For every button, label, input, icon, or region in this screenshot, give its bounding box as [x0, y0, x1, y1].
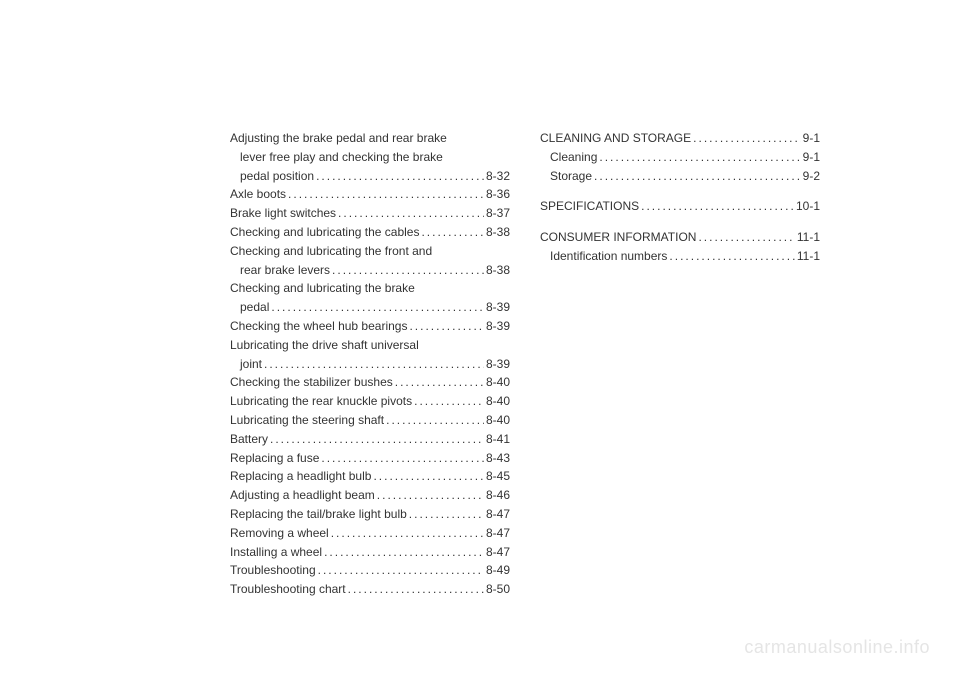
toc-leader-dots	[288, 186, 484, 203]
toc-page-number: 8-45	[486, 468, 510, 485]
toc-page-number: 8-40	[486, 412, 510, 429]
toc-leader-dots	[331, 525, 484, 542]
toc-entry-text: Troubleshooting	[230, 562, 316, 579]
toc-entry-text: Replacing the tail/brake light bulb	[230, 506, 407, 523]
toc-entry-text: CONSUMER INFORMATION	[540, 229, 696, 246]
toc-entry-text: Cleaning	[550, 149, 597, 166]
toc-entry-text: SPECIFICATIONS	[540, 198, 639, 215]
toc-entry-text: Troubleshooting chart	[230, 581, 346, 598]
toc-page-number: 9-1	[803, 130, 820, 147]
toc-entry-text: Axle boots	[230, 186, 286, 203]
toc-entry-text: Battery	[230, 431, 268, 448]
toc-entry-text: Replacing a headlight bulb	[230, 468, 371, 485]
toc-leader-dots	[693, 130, 801, 147]
toc-leader-dots	[669, 248, 794, 265]
toc-page-number: 8-40	[486, 393, 510, 410]
toc-page-number: 8-47	[486, 544, 510, 561]
toc-page-number: 11-1	[797, 248, 820, 265]
toc-entry-text: Adjusting the brake pedal and rear brake	[230, 130, 447, 147]
toc-leader-dots	[409, 318, 484, 335]
toc-page-number: 8-43	[486, 450, 510, 467]
toc-leader-dots	[271, 299, 484, 316]
toc-entry-text: Checking and lubricating the brake	[230, 280, 415, 297]
watermark-text: carmanualsonline.info	[744, 637, 930, 658]
toc-entry-text: Checking and lubricating the cables	[230, 224, 419, 241]
toc-entry-text: Removing a wheel	[230, 525, 329, 542]
toc-entry-text: Installing a wheel	[230, 544, 322, 561]
toc-page-number: 8-47	[486, 506, 510, 523]
toc-entry-text: Brake light switches	[230, 205, 336, 222]
toc-entry-text: rear brake levers	[240, 262, 330, 279]
toc-leader-dots	[599, 149, 800, 166]
toc-page-number: 8-47	[486, 525, 510, 542]
toc-page-number: 8-41	[486, 431, 510, 448]
toc-leader-dots	[348, 581, 484, 598]
toc-leader-dots	[324, 544, 484, 561]
toc-leader-dots	[338, 205, 484, 222]
toc-leader-dots	[316, 168, 484, 185]
toc-entry-text: CLEANING AND STORAGE	[540, 130, 691, 147]
toc-leader-dots	[270, 431, 484, 448]
toc-leader-dots	[414, 393, 484, 410]
toc-leader-dots	[321, 450, 484, 467]
toc-entry-text: Replacing a fuse	[230, 450, 319, 467]
toc-page-number: 8-38	[486, 262, 510, 279]
toc-page-number: 10-1	[796, 198, 820, 215]
toc-page-number: 9-2	[803, 168, 820, 185]
toc-entry-text: Storage	[550, 168, 592, 185]
toc-leader-dots	[318, 562, 484, 579]
toc-left-column: Adjusting the brake pedal and rear brake…	[230, 130, 510, 600]
toc-page-number: 8-50	[486, 581, 510, 598]
toc-entry-text: lever free play and checking the brake	[240, 149, 443, 166]
toc-leader-dots	[698, 229, 794, 246]
toc-leader-dots	[332, 262, 484, 279]
toc-entry-text: pedal	[240, 299, 269, 316]
toc-entry-text: Lubricating the rear knuckle pivots	[230, 393, 412, 410]
toc-leader-dots	[264, 356, 484, 373]
toc-entry-text: Checking the wheel hub bearings	[230, 318, 407, 335]
toc-page-number: 11-1	[797, 229, 820, 246]
toc-entry-text: Lubricating the steering shaft	[230, 412, 384, 429]
toc-leader-dots	[395, 374, 484, 391]
toc-page-number: 8-39	[486, 356, 510, 373]
page-content: Adjusting the brake pedal and rear brake…	[0, 0, 960, 600]
toc-entry-text: Checking the stabilizer bushes	[230, 374, 393, 391]
toc-page-number: 8-39	[486, 318, 510, 335]
toc-leader-dots	[386, 412, 484, 429]
toc-entry-text: Checking and lubricating the front and	[230, 243, 432, 260]
toc-entry-text: Identification numbers	[550, 248, 667, 265]
toc-page-number: 8-37	[486, 205, 510, 222]
toc-page-number: 9-1	[803, 149, 820, 166]
toc-leader-dots	[641, 198, 794, 215]
toc-page-number: 8-36	[486, 186, 510, 203]
toc-entry-text: pedal position	[240, 168, 314, 185]
toc-page-number: 8-46	[486, 487, 510, 504]
toc-page-number: 8-40	[486, 374, 510, 391]
toc-leader-dots	[377, 487, 484, 504]
toc-page-number: 8-32	[486, 168, 510, 185]
toc-leader-dots	[421, 224, 484, 241]
toc-leader-dots	[409, 506, 484, 523]
toc-right-column: CLEANING AND STORAGE 9-1 Cleaning 9-1 Stor…	[540, 130, 820, 600]
toc-entry-text: Adjusting a headlight beam	[230, 487, 375, 504]
toc-leader-dots	[373, 468, 484, 485]
toc-page-number: 8-49	[486, 562, 510, 579]
toc-leader-dots	[594, 168, 801, 185]
toc-page-number: 8-39	[486, 299, 510, 316]
toc-entry-text: joint	[240, 356, 262, 373]
toc-entry-text: Lubricating the drive shaft universal	[230, 337, 419, 354]
toc-page-number: 8-38	[486, 224, 510, 241]
